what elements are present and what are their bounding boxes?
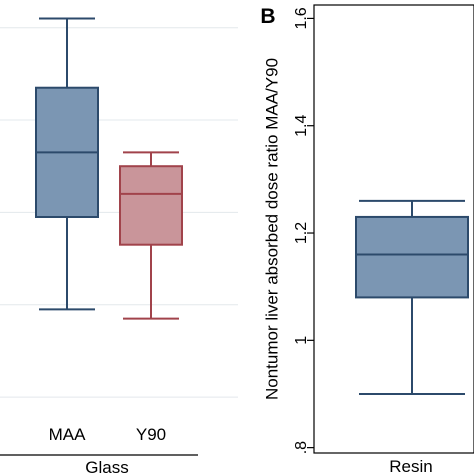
box-maa bbox=[35, 17, 99, 311]
y-tick-label: 1 bbox=[293, 336, 310, 345]
category-label-maa: MAA bbox=[49, 425, 87, 444]
category-label-y90: Y90 bbox=[136, 425, 166, 444]
y-axis-title: Nontumor liver absorbed dose ratio MAA/Y… bbox=[262, 58, 281, 400]
y-tick-label: 1.4 bbox=[293, 114, 310, 136]
panel-a-x-label: Glass bbox=[85, 458, 128, 474]
box-iqr bbox=[119, 165, 183, 246]
box-resin bbox=[355, 199, 469, 395]
panel-b-label: B bbox=[260, 5, 275, 28]
y-tick-label: 1.2 bbox=[293, 222, 310, 244]
panel-b-x-label: Resin bbox=[389, 457, 432, 474]
box-y90 bbox=[119, 151, 183, 320]
box-iqr bbox=[355, 215, 469, 299]
y-tick-label: .8 bbox=[293, 441, 310, 454]
y-tick-label: 1.6 bbox=[293, 7, 310, 29]
panel-b-plot-frame bbox=[313, 4, 474, 454]
